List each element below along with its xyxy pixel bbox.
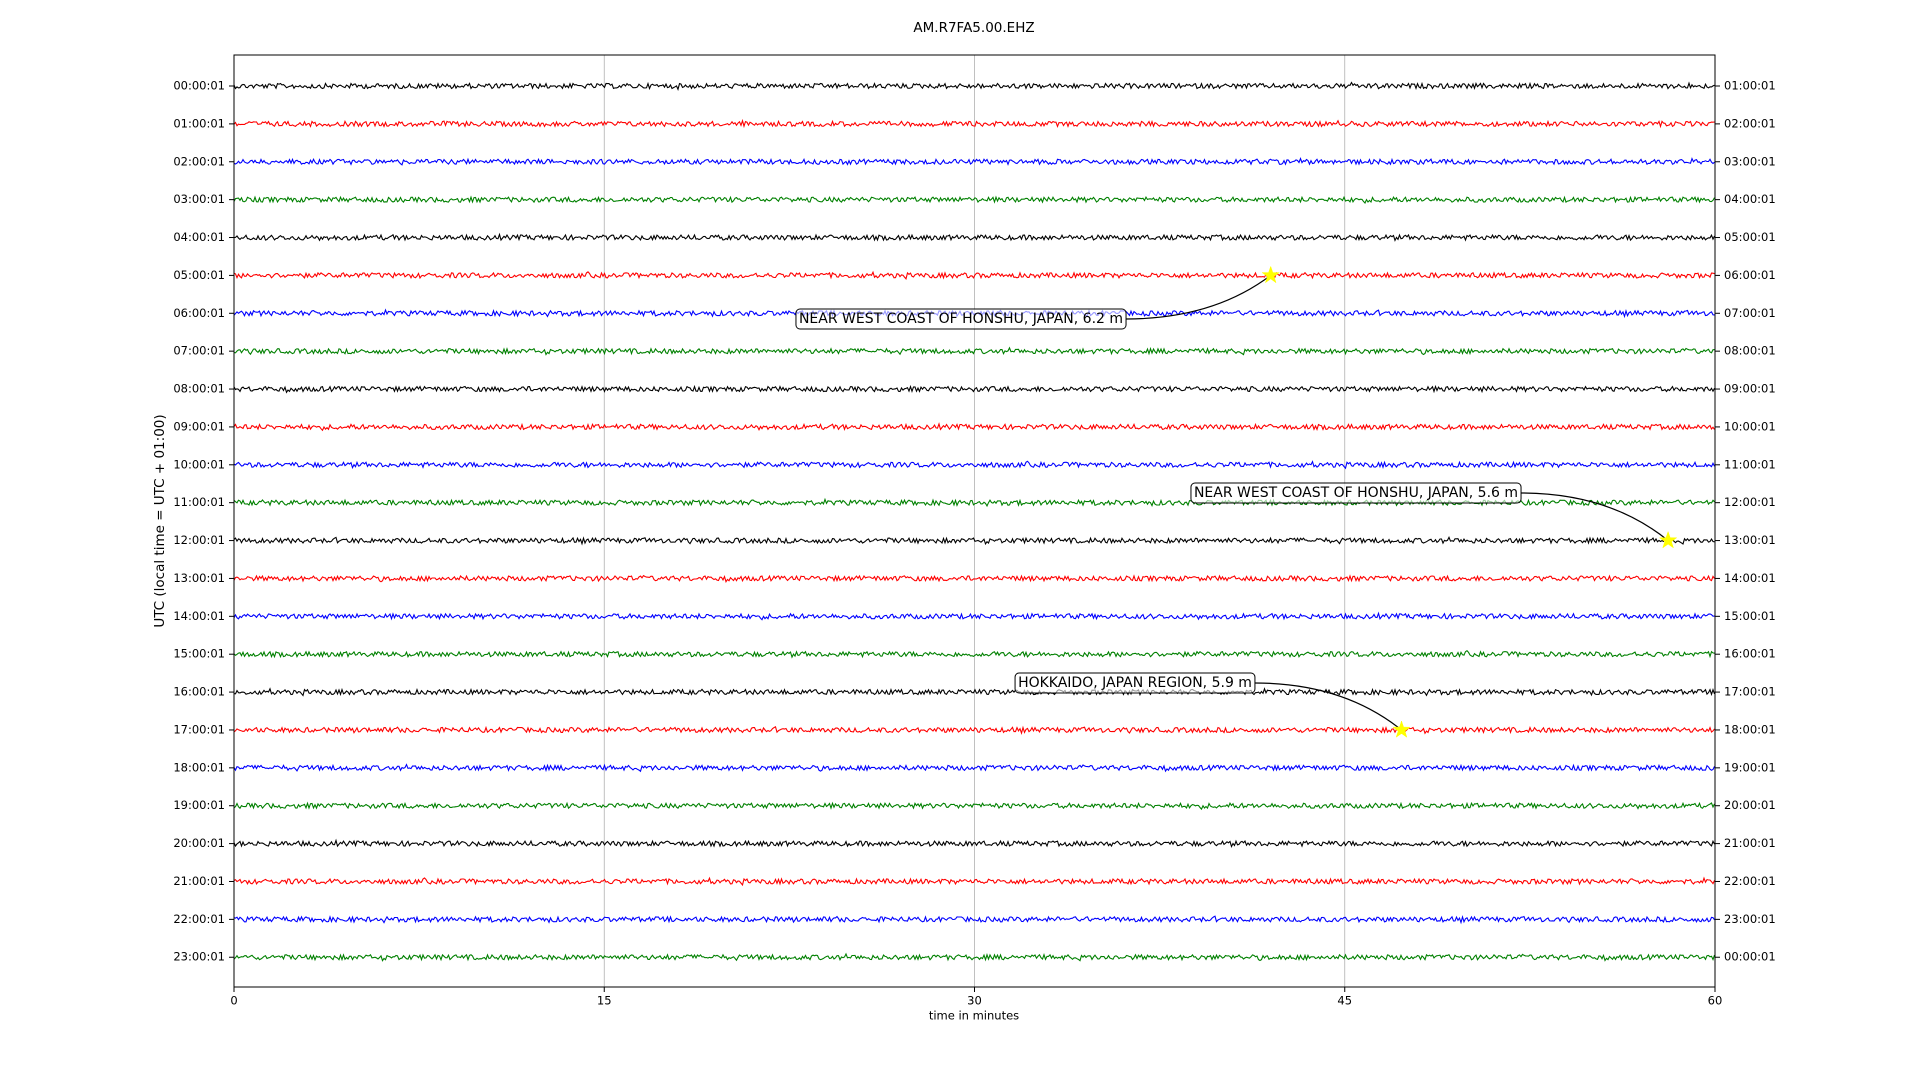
chart-title: AM.R7FA5.00.EHZ [913, 20, 1034, 36]
event-annotation: NEAR WEST COAST OF HONSHU, JAPAN, 5.6 m [1190, 482, 1669, 542]
row-right-label: 20:00:01 [1724, 798, 1776, 812]
row-label: 10:00:01 [173, 457, 225, 471]
trace [233, 535, 1715, 546]
trace [233, 687, 1716, 697]
trace [233, 915, 1715, 925]
row-right-label: 00:00:01 [1724, 950, 1776, 964]
row-right-label: 18:00:01 [1724, 722, 1776, 736]
trace [233, 952, 1716, 962]
event-star [1392, 720, 1411, 738]
row-label: 11:00:01 [173, 495, 225, 509]
row-right-label: 12:00:01 [1724, 495, 1776, 509]
row-label: 16:00:01 [173, 685, 225, 699]
event-label: NEAR WEST COAST OF HONSHU, JAPAN, 5.6 m [1194, 485, 1518, 501]
row-right-label: 11:00:01 [1724, 457, 1776, 471]
x-tick-label: 60 [1708, 994, 1723, 1008]
row-right-label: 19:00:01 [1724, 760, 1776, 774]
trace [233, 232, 1715, 242]
row-right-label: 10:00:01 [1724, 419, 1776, 433]
row-right-label: 07:00:01 [1724, 306, 1776, 320]
row-label: 20:00:01 [173, 836, 225, 850]
trace [233, 801, 1715, 811]
x-tick-label: 15 [597, 994, 612, 1008]
row-label: 01:00:01 [173, 116, 225, 130]
row-right-label: 22:00:01 [1724, 874, 1776, 888]
trace [233, 346, 1715, 356]
row-right-label: 21:00:01 [1724, 836, 1776, 850]
row-label: 00:00:01 [173, 79, 225, 93]
row-label: 12:00:01 [173, 533, 225, 547]
row-right-label: 14:00:01 [1724, 571, 1776, 585]
row-label: 09:00:01 [173, 419, 225, 433]
trace [233, 838, 1715, 848]
trace [233, 460, 1715, 470]
row-right-label: 04:00:01 [1724, 192, 1776, 206]
row-label: 18:00:01 [173, 760, 225, 774]
event-star [1261, 265, 1281, 284]
row-right-label: 03:00:01 [1724, 154, 1776, 168]
trace [233, 574, 1715, 583]
trace [233, 384, 1715, 394]
trace [233, 118, 1715, 129]
row-label: 19:00:01 [173, 798, 225, 812]
row-right-label: 05:00:01 [1724, 230, 1776, 244]
row-label: 15:00:01 [173, 647, 225, 661]
event-annotation: NEAR WEST COAST OF HONSHU, JAPAN, 6.2 m [795, 274, 1272, 330]
row-right-label: 02:00:01 [1724, 116, 1776, 130]
row-label: 13:00:01 [173, 571, 225, 585]
row-right-label: 09:00:01 [1724, 382, 1776, 396]
row-right-label: 17:00:01 [1724, 685, 1776, 699]
plot-frame [233, 54, 1716, 988]
row-right-label: 16:00:01 [1724, 647, 1776, 661]
row-label: 04:00:01 [173, 230, 225, 244]
row-label: 06:00:01 [173, 306, 225, 320]
event-star [1658, 530, 1678, 549]
x-tick-label: 30 [967, 994, 982, 1008]
row-label: 23:00:01 [173, 950, 225, 964]
event-connector [1126, 274, 1272, 320]
event-connector [1521, 492, 1669, 542]
row-label: 21:00:01 [173, 874, 225, 888]
row-right-label: 06:00:01 [1724, 268, 1776, 282]
row-label: 05:00:01 [173, 268, 225, 282]
row-label: 22:00:01 [173, 912, 225, 926]
y-axis-label: UTC (local time = UTC + 01:00) [152, 414, 168, 627]
row-right-label: 15:00:01 [1724, 609, 1776, 623]
row-right-label: 23:00:01 [1724, 912, 1776, 926]
x-tick-label: 0 [230, 994, 237, 1008]
event-label: HOKKAIDO, JAPAN REGION, 5.9 m [1018, 675, 1252, 691]
row-label: 07:00:01 [173, 344, 225, 358]
trace [233, 725, 1715, 735]
trace [233, 763, 1715, 773]
trace [233, 876, 1715, 887]
trace [233, 270, 1715, 280]
trace [233, 157, 1715, 166]
trace [233, 81, 1715, 91]
x-tick-label: 45 [1337, 994, 1352, 1008]
trace [233, 611, 1715, 621]
row-right-label: 13:00:01 [1724, 533, 1776, 547]
event-connector [1254, 682, 1402, 731]
row-label: 02:00:01 [173, 154, 225, 168]
row-right-label: 01:00:01 [1724, 79, 1776, 93]
event-label: NEAR WEST COAST OF HONSHU, JAPAN, 6.2 m [799, 311, 1123, 327]
trace [233, 195, 1715, 204]
row-label: 17:00:01 [173, 722, 225, 736]
trace [233, 422, 1715, 432]
row-right-label: 08:00:01 [1724, 344, 1776, 358]
x-axis-label: time in minutes [929, 1009, 1019, 1023]
trace [233, 649, 1715, 659]
row-label: 14:00:01 [173, 609, 225, 623]
event-annotation: HOKKAIDO, JAPAN REGION, 5.9 m [1014, 672, 1402, 731]
row-label: 08:00:01 [173, 382, 225, 396]
row-label: 03:00:01 [173, 192, 225, 206]
